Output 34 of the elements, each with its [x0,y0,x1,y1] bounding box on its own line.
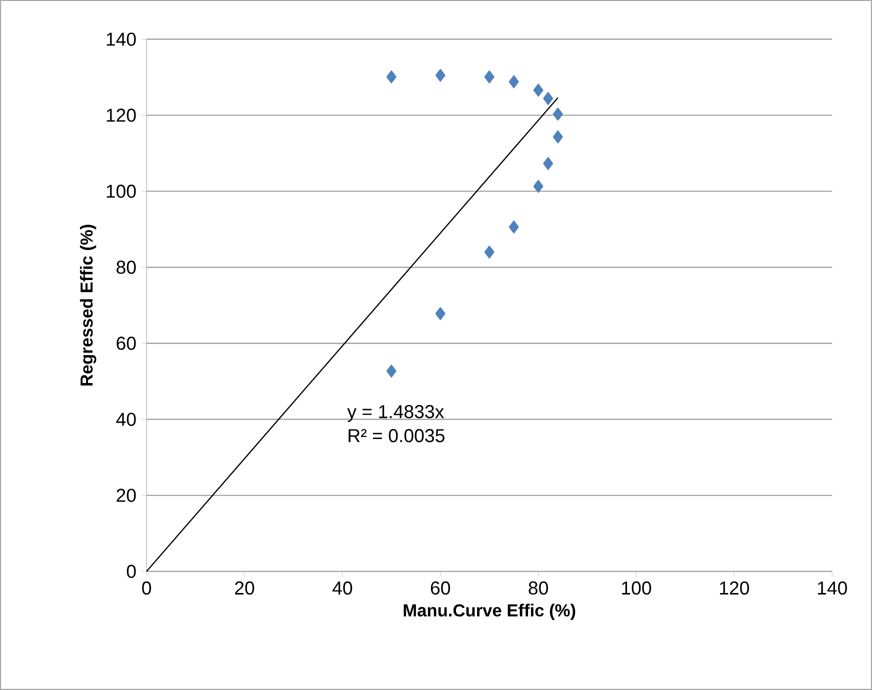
x-tick-label: 140 [818,581,847,595]
point [552,108,563,121]
point [508,220,519,234]
point [435,307,446,320]
y-tick-label: 0 [126,564,136,578]
x-tick-label: 100 [622,581,652,595]
point [508,75,519,88]
x-axis-title: Manu.Curve Effic (%) [404,604,576,620]
point [386,70,396,84]
y-tick-label: 80 [116,260,136,274]
y-tick-label: 60 [116,336,136,350]
x-tick-label: 80 [528,581,548,595]
x-tick-label: 60 [430,581,450,595]
x-tick-label: 20 [235,581,254,595]
point [543,92,554,106]
x-tick-label: 120 [720,581,750,595]
x-tick-label: 0 [142,581,152,595]
point [484,246,494,259]
point [543,157,554,170]
point [386,364,396,378]
annotation: R² = 0.0035 [348,429,444,442]
y-tick-label: 120 [106,108,136,122]
y-tick-label: 20 [116,488,136,502]
point [435,68,446,82]
y-tick-label: 100 [106,184,136,198]
point [484,70,494,84]
y-axis-title: Regressed Effic (%) [80,224,96,386]
point [533,84,544,97]
x-tick-label: 40 [332,581,352,595]
y-tick-label: 40 [116,412,136,426]
y-tick-label: 140 [106,32,136,46]
annotation: y = 1.4833x [347,405,444,422]
point [552,130,563,144]
point [533,180,544,193]
